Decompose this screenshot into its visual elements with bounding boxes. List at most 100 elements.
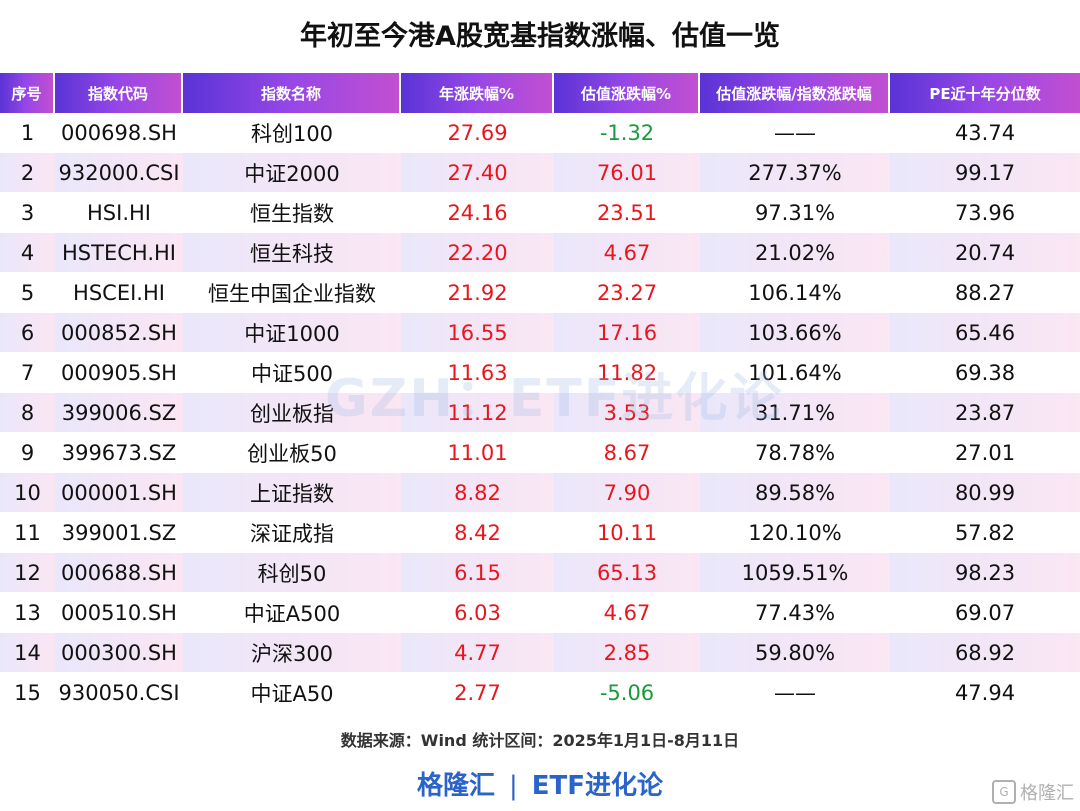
cell-year-change: 11.63 [401, 353, 554, 393]
table-row: 15 930050.CSI 中证A50 2.77 -5.06 —— 47.94 [0, 673, 1080, 713]
cell-code: 000852.SH [55, 313, 183, 353]
cell-pe-percentile: 23.87 [890, 393, 1080, 433]
cell-year-change: 8.82 [401, 473, 554, 513]
cell-pe-percentile: 65.46 [890, 313, 1080, 353]
cell-ratio: 59.80% [700, 633, 890, 673]
cell-name: 中证A50 [183, 673, 401, 713]
cell-ratio: —— [700, 673, 890, 713]
cell-name: 深证成指 [183, 513, 401, 553]
table-row: 14 000300.SH 沪深300 4.77 2.85 59.80% 68.92 [0, 633, 1080, 673]
header-year-change: 年涨跌幅% [401, 73, 554, 113]
cell-valuation-change: 2.85 [554, 633, 700, 673]
cell-pe-percentile: 43.74 [890, 113, 1080, 153]
cell-valuation-change: 76.01 [554, 153, 700, 193]
table-header-row: 序号 指数代码 指数名称 年涨跌幅% 估值涨跌幅% 估值涨跌幅/指数涨跌幅 PE… [0, 73, 1080, 113]
cell-no: 13 [0, 593, 55, 633]
table-row: 4 HSTECH.HI 恒生科技 22.20 4.67 21.02% 20.74 [0, 233, 1080, 273]
cell-valuation-change: 3.53 [554, 393, 700, 433]
cell-name: 恒生科技 [183, 233, 401, 273]
cell-name: 恒生中国企业指数 [183, 273, 401, 313]
cell-no: 4 [0, 233, 55, 273]
cell-valuation-change: 4.67 [554, 233, 700, 273]
header-ratio: 估值涨跌幅/指数涨跌幅 [700, 73, 890, 113]
cell-ratio: 106.14% [700, 273, 890, 313]
cell-name: 中证2000 [183, 153, 401, 193]
cell-no: 1 [0, 113, 55, 153]
cell-pe-percentile: 20.74 [890, 233, 1080, 273]
cell-ratio: 78.78% [700, 433, 890, 473]
cell-pe-percentile: 68.92 [890, 633, 1080, 673]
cell-name: 科创100 [183, 113, 401, 153]
cell-pe-percentile: 69.07 [890, 593, 1080, 633]
cell-year-change: 6.03 [401, 593, 554, 633]
cell-ratio: 31.71% [700, 393, 890, 433]
cell-no: 15 [0, 673, 55, 713]
cell-no: 9 [0, 433, 55, 473]
cell-no: 3 [0, 193, 55, 233]
cell-no: 14 [0, 633, 55, 673]
cell-code: HSCEI.HI [55, 273, 183, 313]
table-row: 2 932000.CSI 中证2000 27.40 76.01 277.37% 99.17 [0, 153, 1080, 193]
cell-name: 沪深300 [183, 633, 401, 673]
cell-valuation-change: 11.82 [554, 353, 700, 393]
cell-pe-percentile: 80.99 [890, 473, 1080, 513]
page-title: 年初至今港A股宽基指数涨幅、估值一览 [300, 21, 780, 52]
cell-code: 000905.SH [55, 353, 183, 393]
corner-logo-text: 格隆汇 [1020, 783, 1074, 804]
table-row: 12 000688.SH 科创50 6.15 65.13 1059.51% 98.23 [0, 553, 1080, 593]
cell-no: 6 [0, 313, 55, 353]
cell-name: 科创50 [183, 553, 401, 593]
cell-no: 12 [0, 553, 55, 593]
gelonghui-logo-icon: G [992, 780, 1016, 804]
cell-year-change: 21.92 [401, 273, 554, 313]
table-row: 11 399001.SZ 深证成指 8.42 10.11 120.10% 57.82 [0, 513, 1080, 553]
cell-year-change: 24.16 [401, 193, 554, 233]
cell-code: 000510.SH [55, 593, 183, 633]
cell-year-change: 8.42 [401, 513, 554, 553]
cell-name: 创业板指 [183, 393, 401, 433]
table-body: 1 000698.SH 科创100 27.69 -1.32 —— 43.74 2 932000.… [0, 113, 1080, 713]
header-name: 指数名称 [183, 73, 401, 113]
cell-no: 7 [0, 353, 55, 393]
cell-name: 创业板50 [183, 433, 401, 473]
cell-code: HSTECH.HI [55, 233, 183, 273]
cell-pe-percentile: 99.17 [890, 153, 1080, 193]
cell-name: 中证500 [183, 353, 401, 393]
cell-pe-percentile: 27.01 [890, 433, 1080, 473]
header-valuation-change: 估值涨跌幅% [554, 73, 700, 113]
table-row: 1 000698.SH 科创100 27.69 -1.32 —— 43.74 [0, 113, 1080, 153]
cell-year-change: 22.20 [401, 233, 554, 273]
cell-ratio: 21.02% [700, 233, 890, 273]
table-row: 5 HSCEI.HI 恒生中国企业指数 21.92 23.27 106.14% 88.27 [0, 273, 1080, 313]
cell-ratio: 97.31% [700, 193, 890, 233]
cell-year-change: 6.15 [401, 553, 554, 593]
table-row: 8 399006.SZ 创业板指 11.12 3.53 31.71% 23.87 [0, 393, 1080, 433]
cell-valuation-change: 7.90 [554, 473, 700, 513]
cell-no: 10 [0, 473, 55, 513]
cell-pe-percentile: 57.82 [890, 513, 1080, 553]
cell-pe-percentile: 88.27 [890, 273, 1080, 313]
cell-valuation-change: 4.67 [554, 593, 700, 633]
cell-ratio: 103.66% [700, 313, 890, 353]
cell-no: 11 [0, 513, 55, 553]
table-row: 7 000905.SH 中证500 11.63 11.82 101.64% 69.38 [0, 353, 1080, 393]
brand-footer: 格隆汇 | ETF进化论 [0, 765, 1080, 802]
cell-valuation-change: 8.67 [554, 433, 700, 473]
cell-ratio: 77.43% [700, 593, 890, 633]
table-row: 3 HSI.HI 恒生指数 24.16 23.51 97.31% 73.96 [0, 193, 1080, 233]
cell-year-change: 4.77 [401, 633, 554, 673]
cell-code: HSI.HI [55, 193, 183, 233]
cell-valuation-change: 23.27 [554, 273, 700, 313]
cell-ratio: 101.64% [700, 353, 890, 393]
cell-code: 000688.SH [55, 553, 183, 593]
cell-valuation-change: -5.06 [554, 673, 700, 713]
cell-name: 上证指数 [183, 473, 401, 513]
index-table: 序号 指数代码 指数名称 年涨跌幅% 估值涨跌幅% 估值涨跌幅/指数涨跌幅 PE… [0, 73, 1080, 713]
cell-name: 中证1000 [183, 313, 401, 353]
brand-channel: ETF进化论 [531, 771, 664, 801]
cell-year-change: 27.69 [401, 113, 554, 153]
cell-no: 2 [0, 153, 55, 193]
cell-year-change: 27.40 [401, 153, 554, 193]
cell-code: 000001.SH [55, 473, 183, 513]
cell-year-change: 11.12 [401, 393, 554, 433]
